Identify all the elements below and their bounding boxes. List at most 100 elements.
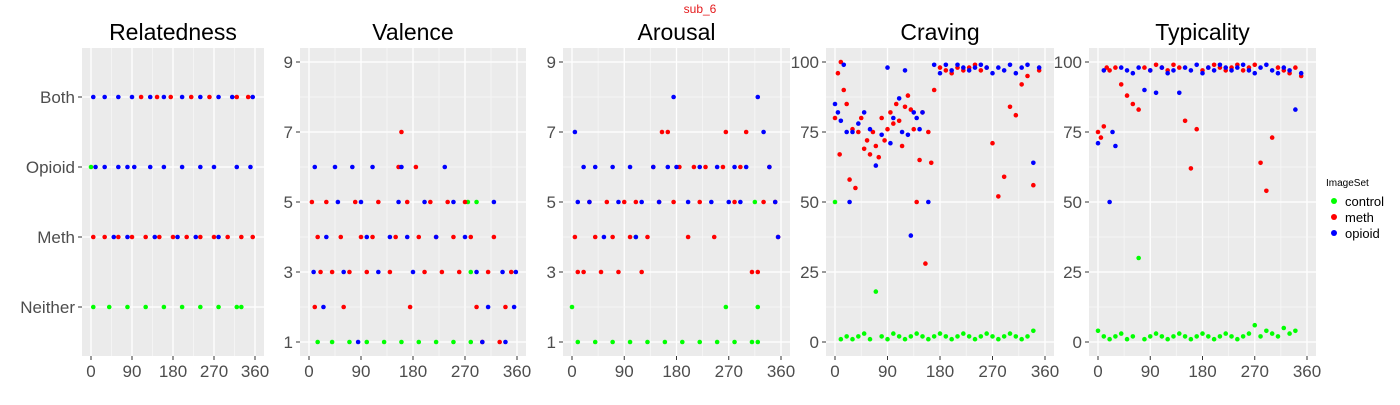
data-point-opioid (1130, 70, 1136, 76)
data-point-opioid (410, 269, 416, 275)
data-point-opioid (125, 164, 130, 170)
data-point-meth (376, 199, 381, 205)
data-point-meth (451, 234, 456, 240)
data-point-meth (931, 87, 937, 93)
data-point-control (1007, 331, 1013, 336)
data-point-opioid (665, 164, 671, 170)
data-point-control (926, 336, 931, 342)
data-point-opioid (125, 234, 130, 240)
y-tick-label: 100 (791, 53, 819, 72)
y-tick-label: 75 (1063, 123, 1082, 142)
data-point-control (1136, 255, 1141, 261)
data-point-opioid (1171, 68, 1176, 73)
data-point-meth (926, 129, 931, 135)
data-point-meth (168, 94, 174, 100)
data-point-meth (604, 199, 610, 205)
y-tick-label: 50 (1063, 193, 1082, 212)
data-point-opioid (601, 234, 607, 240)
data-point-opioid (587, 199, 592, 205)
panel-title: Arousal (638, 19, 716, 45)
x-tick-label: 270 (200, 362, 228, 381)
y-tick-label: 1 (547, 333, 556, 352)
panel-valence: 0 90 180 270 360 1 3 5 7 9 Valence (284, 19, 532, 381)
data-point-meth (1019, 82, 1024, 87)
data-point-control (125, 304, 130, 310)
data-point-meth (370, 234, 375, 240)
data-point-meth (761, 199, 766, 205)
data-point-control (143, 304, 148, 310)
y-tick-label: Opioid (26, 158, 75, 177)
data-point-meth (841, 87, 847, 93)
data-point-opioid (396, 199, 401, 205)
data-point-opioid (1235, 65, 1240, 70)
data-point-control (1165, 336, 1170, 342)
data-point-control (1019, 336, 1024, 342)
data-point-meth (928, 160, 934, 166)
data-point-meth (207, 94, 212, 100)
data-point-meth (755, 269, 761, 275)
data-point-control (844, 334, 849, 339)
panel-title: Typicality (1155, 19, 1250, 45)
data-point-meth (318, 269, 323, 275)
data-point-control (474, 199, 479, 205)
data-point-opioid (485, 304, 491, 310)
data-point-opioid (248, 164, 253, 170)
data-point-control (752, 199, 758, 205)
data-point-opioid (355, 339, 361, 345)
x-tick-label: 270 (451, 362, 479, 381)
data-point-meth (697, 199, 703, 205)
data-point-opioid (650, 164, 656, 170)
legend-swatch-control (1331, 198, 1337, 204)
legend-label-meth: meth (1345, 209, 1374, 225)
data-point-control (990, 334, 995, 339)
data-point-control (329, 339, 335, 345)
data-point-opioid (335, 199, 341, 205)
data-point-opioid (709, 199, 714, 205)
data-point-meth (1188, 166, 1194, 171)
data-point-meth (474, 304, 479, 310)
data-point-opioid (102, 164, 107, 170)
data-point-opioid (474, 269, 479, 275)
data-point-control (1182, 334, 1188, 339)
data-point-opioid (161, 94, 167, 100)
data-point-control (1171, 334, 1176, 339)
data-point-meth (891, 121, 896, 126)
data-point-meth (352, 199, 358, 205)
data-point-opioid (841, 62, 847, 68)
data-point-meth (416, 234, 422, 240)
data-point-opioid (370, 164, 375, 170)
data-point-control (1031, 328, 1036, 334)
data-point-control (1147, 334, 1153, 339)
data-point-control (1194, 334, 1199, 339)
data-point-control (1118, 331, 1124, 336)
y-tick-label: 9 (547, 53, 556, 72)
data-point-opioid (1229, 68, 1234, 73)
data-point-opioid (996, 65, 1001, 70)
data-point-control (856, 334, 861, 339)
data-point-meth (853, 185, 858, 191)
data-point-control (1159, 334, 1165, 339)
data-point-opioid (861, 110, 867, 115)
data-point-meth (896, 118, 902, 124)
data-point-meth (847, 177, 852, 182)
data-point-control (1130, 334, 1136, 339)
data-point-control (714, 339, 720, 345)
data-point-meth (508, 269, 514, 275)
figure-suptitle: sub_6 (683, 2, 717, 16)
data-point-meth (711, 234, 717, 240)
x-tick-label: 0 (830, 362, 839, 381)
data-point-meth (468, 234, 474, 240)
data-point-meth (905, 93, 911, 98)
data-point-control (1142, 336, 1147, 342)
data-point-opioid (216, 94, 221, 100)
data-point-opioid (978, 62, 984, 68)
data-point-opioid (179, 164, 185, 170)
data-point-opioid (761, 129, 766, 135)
x-tick-label: 180 (926, 362, 954, 381)
data-point-opioid (902, 68, 908, 73)
data-point-opioid (1036, 65, 1042, 70)
data-point-meth (329, 269, 335, 275)
data-point-meth (364, 269, 370, 275)
data-point-opioid (1147, 68, 1153, 73)
